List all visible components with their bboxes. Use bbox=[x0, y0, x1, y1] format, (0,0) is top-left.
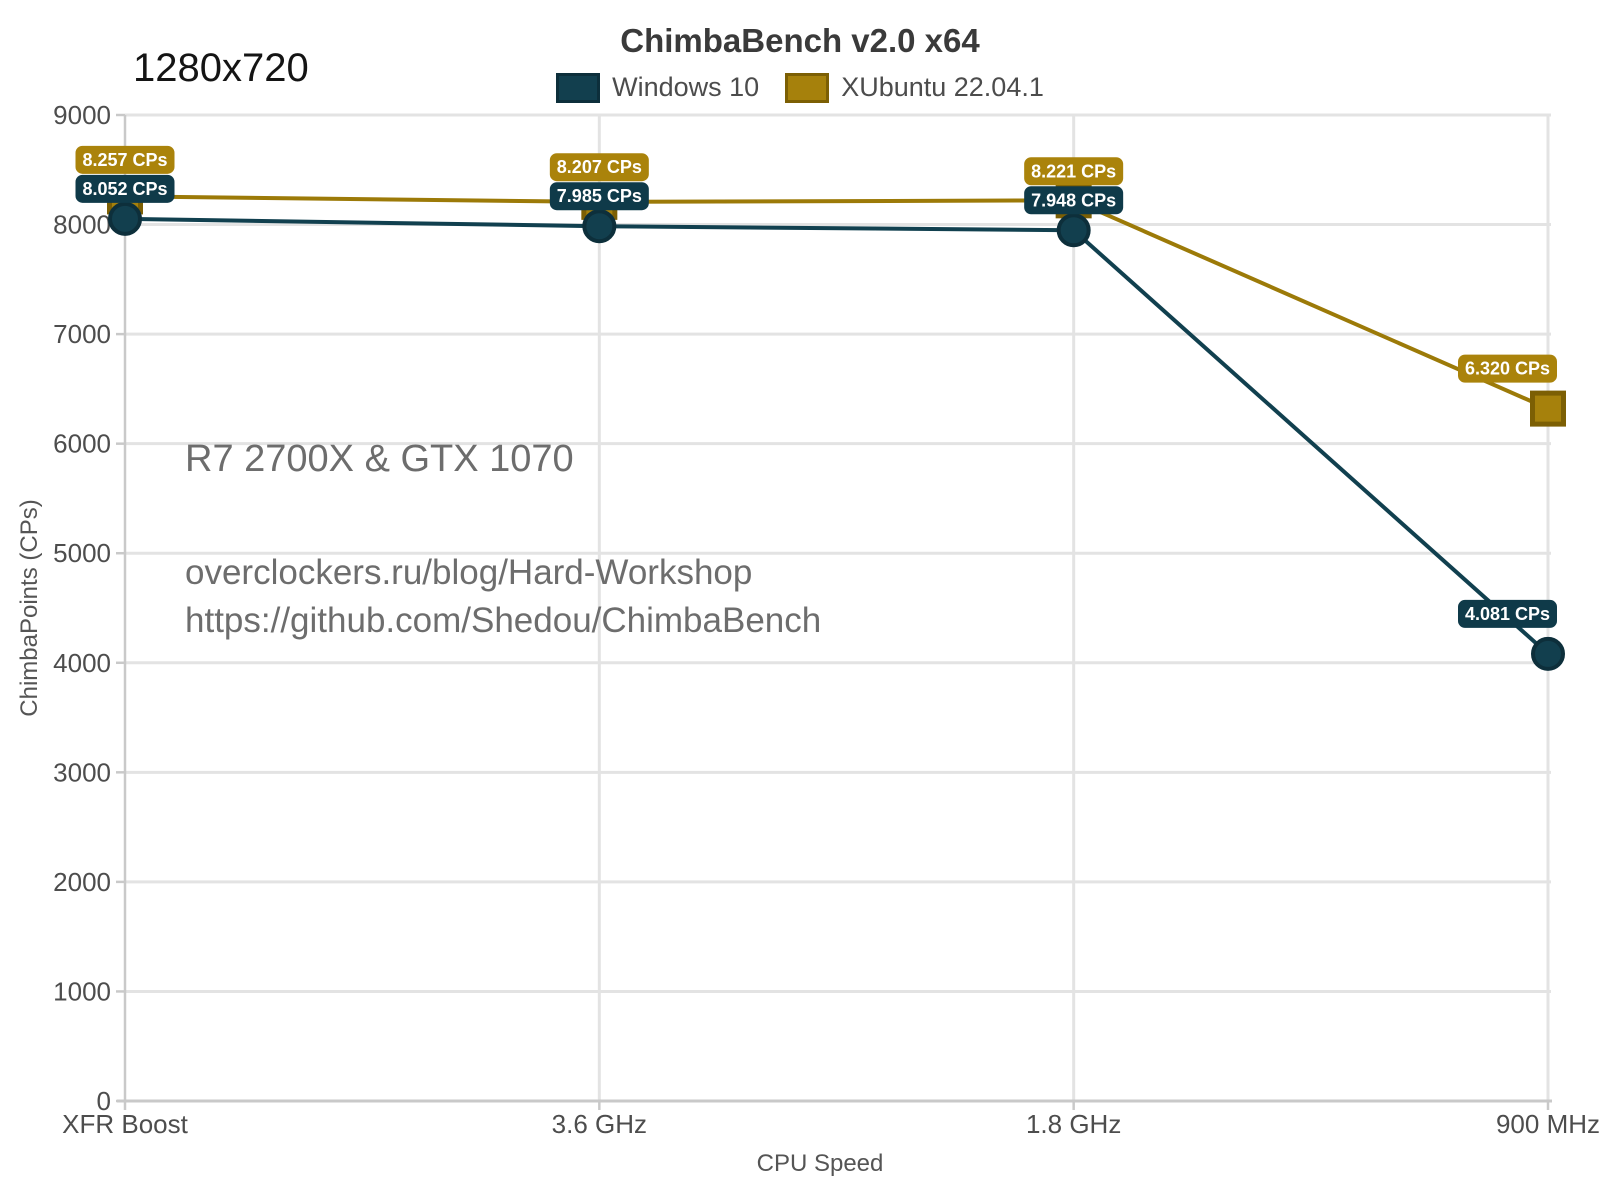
legend-label-xubuntu: XUbuntu 22.04.1 bbox=[841, 72, 1044, 102]
y-tick-label: 4000 bbox=[53, 648, 111, 678]
series-line-xubuntu-22-04-1 bbox=[124, 194, 1549, 411]
y-tick-label: 3000 bbox=[53, 757, 111, 787]
xubuntu-swatch-icon bbox=[785, 72, 830, 103]
chart-title: ChimbaBench v2.0 x64 bbox=[620, 22, 980, 59]
y-tick-label: 0 bbox=[97, 1086, 111, 1116]
y-axis-title: ChimbaPoints (CPs) bbox=[16, 499, 43, 717]
x-axis-title: CPU Speed bbox=[756, 1150, 884, 1177]
data-label-badge-windows-10-0 bbox=[75, 174, 175, 203]
annotation-hardware: R7 2700X & GTX 1070 bbox=[185, 438, 574, 480]
data-label-xubuntu-22-04-1-0: 8.257 CPs bbox=[82, 150, 167, 170]
resolution-label: 1280x720 bbox=[133, 46, 309, 90]
marker-windows-10-0 bbox=[108, 201, 142, 236]
y-tick-label: 6000 bbox=[53, 429, 111, 459]
y-tick-label: 1000 bbox=[53, 976, 111, 1006]
marker-windows-10-2 bbox=[1056, 213, 1091, 248]
y-tick-label: 8000 bbox=[53, 210, 111, 240]
data-label-badge-xubuntu-22-04-1-3 bbox=[1458, 354, 1557, 383]
legend: Windows 10 XUbuntu 22.04.1 bbox=[0, 72, 1600, 103]
series-line-windows-10 bbox=[124, 216, 1550, 656]
data-label-xubuntu-22-04-1-1: 8.207 CPs bbox=[557, 157, 642, 177]
series-windows-10: 8.052 CPs 7.985 CPs 7.948 CPs 4.081 CPs bbox=[75, 174, 1565, 671]
annotation-blog-url: overclockers.ru/blog/Hard-Workshop bbox=[185, 553, 753, 592]
marker-windows-10-1 bbox=[582, 209, 617, 244]
data-label-windows-10-3: 4.081 CPs bbox=[1465, 604, 1550, 624]
legend-item-windows-10: Windows 10 bbox=[556, 72, 759, 103]
marker-windows-10-3 bbox=[1531, 636, 1565, 671]
data-label-badge-xubuntu-22-04-1-2 bbox=[1024, 157, 1124, 186]
data-label-xubuntu-22-04-1-2: 8.221 CPs bbox=[1031, 161, 1116, 181]
data-label-badge-xubuntu-22-04-1-1 bbox=[549, 153, 649, 182]
y-tick-label: 2000 bbox=[53, 867, 111, 897]
data-label-windows-10-0: 8.052 CPs bbox=[82, 179, 167, 199]
data-label-windows-10-1: 7.985 CPs bbox=[557, 186, 642, 206]
gridlines bbox=[125, 113, 1551, 1101]
annotation-repo-url: https://github.com/Shedou/ChimbaBench bbox=[185, 601, 822, 640]
axes: 0 1000 2000 3000 4000 5000 6000 7000 8000 9000 XFR… bbox=[53, 100, 1600, 1139]
x-tick-label: 900 MHz bbox=[1496, 1109, 1600, 1139]
windows-10-swatch-icon bbox=[556, 72, 601, 103]
x-tick-label: 1.8 GHz bbox=[1026, 1109, 1121, 1139]
legend-label-windows-10: Windows 10 bbox=[612, 72, 760, 102]
data-label-badge-xubuntu-22-04-1-0 bbox=[75, 145, 175, 174]
data-label-xubuntu-22-04-1-3: 6.320 CPs bbox=[1465, 359, 1550, 379]
legend-item-xubuntu: XUbuntu 22.04.1 bbox=[785, 72, 1044, 103]
data-label-badge-windows-10-3 bbox=[1458, 599, 1557, 628]
data-label-badge-windows-10-1 bbox=[549, 182, 649, 211]
series-xubuntu-22-04-1: 8.257 CPs 8.207 CPs 8.221 CPs 6.320 CPs bbox=[75, 145, 1566, 427]
y-tick-label: 7000 bbox=[53, 319, 111, 349]
marker-xubuntu-22-04-1-3 bbox=[1530, 390, 1566, 427]
y-tick-label: 5000 bbox=[53, 538, 111, 568]
y-tick-label: 9000 bbox=[53, 100, 111, 130]
data-label-windows-10-2: 7.948 CPs bbox=[1031, 190, 1116, 210]
data-label-badge-windows-10-2 bbox=[1024, 186, 1124, 215]
x-tick-label: XFR Boost bbox=[62, 1109, 188, 1139]
x-tick-label: 3.6 GHz bbox=[552, 1109, 647, 1139]
